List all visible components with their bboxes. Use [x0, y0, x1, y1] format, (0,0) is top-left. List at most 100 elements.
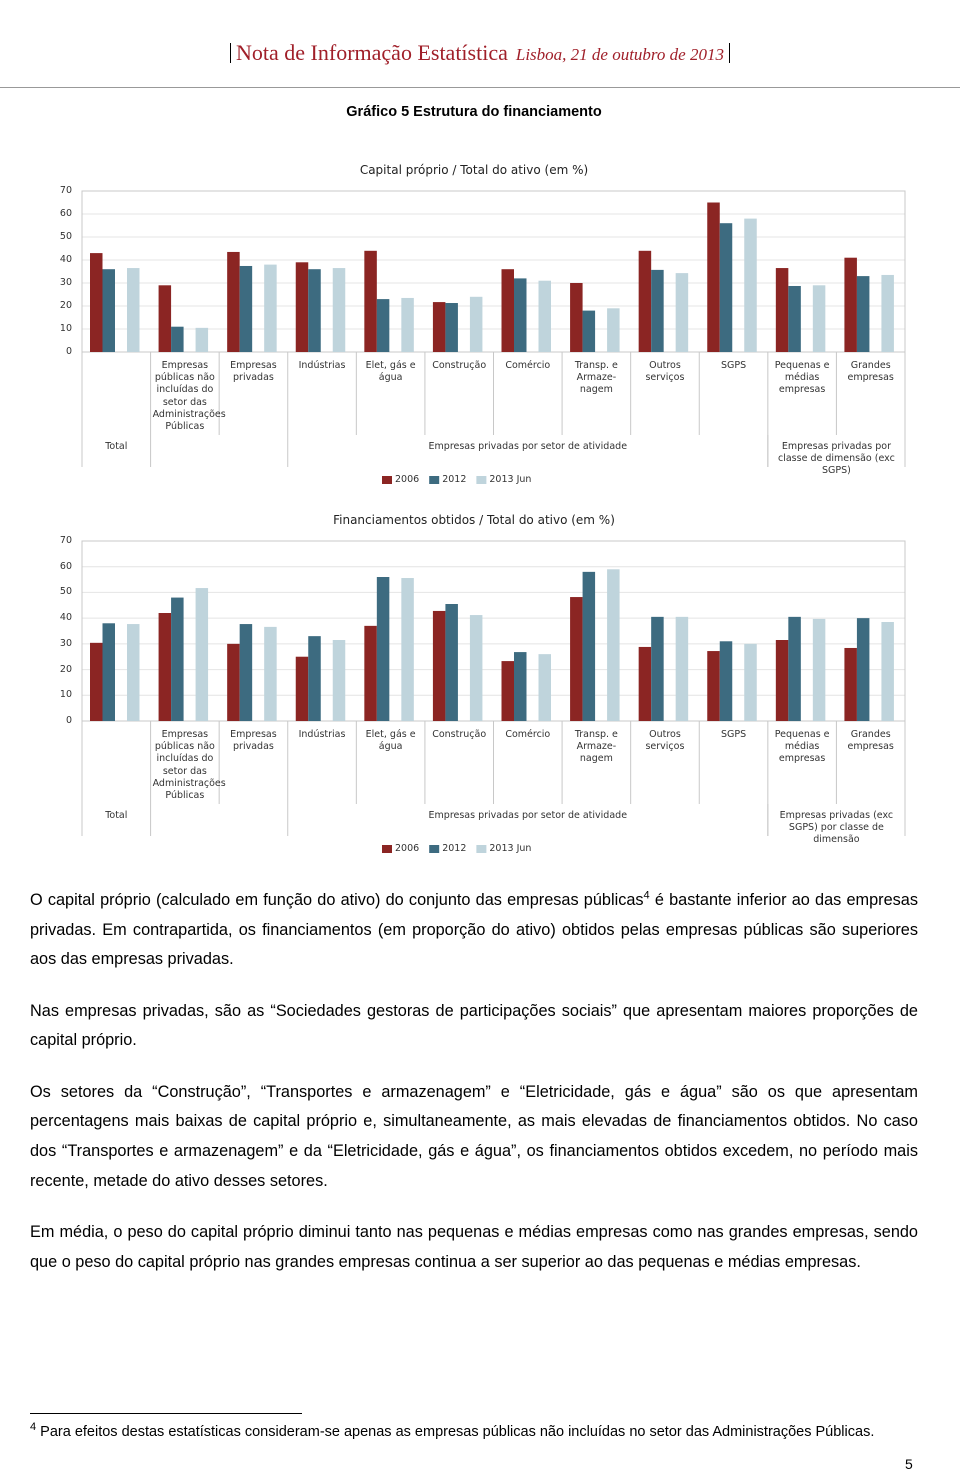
- figure-title: Gráfico 5 Estrutura do financiamento: [346, 104, 602, 120]
- y-tick-label: 40: [59, 254, 72, 265]
- x-tick-label: SGPS: [720, 729, 747, 740]
- group-label: Empresas privadas por classe de dimensão…: [778, 441, 895, 477]
- bar: [264, 626, 277, 721]
- legend-label: 2006: [395, 843, 420, 854]
- bar: [469, 296, 483, 352]
- bar: [538, 654, 551, 721]
- bar: [501, 661, 514, 721]
- bar: [775, 640, 789, 721]
- group-label: Empresas privadas (exc SGPS) por classe …: [779, 810, 894, 846]
- bar: [812, 618, 826, 721]
- bar: [227, 643, 240, 721]
- bar: [445, 303, 458, 352]
- x-tick-label: Indústrias: [298, 360, 346, 371]
- chart-title: Capital próprio / Total do ativo (em %): [359, 163, 589, 177]
- footnote: 4 Para efeitos destas estatísticas consi…: [30, 1422, 875, 1440]
- x-tick-label: Construção: [432, 360, 487, 371]
- bar: [775, 268, 789, 352]
- bar: [127, 268, 140, 352]
- bar: [501, 269, 514, 352]
- legend-label: 2012: [442, 474, 467, 485]
- group-label: Total: [105, 441, 128, 452]
- legend-label: 2006: [395, 474, 420, 485]
- bar: [102, 623, 115, 721]
- bar: [401, 297, 414, 352]
- bar: [158, 613, 172, 721]
- bar: [364, 625, 377, 721]
- bar: [881, 622, 894, 721]
- bar: [856, 276, 870, 352]
- legend-swatch: [429, 845, 440, 853]
- y-tick-label: 0: [65, 715, 72, 726]
- bar: [295, 262, 309, 352]
- x-tick-label: Grandes empresas: [847, 360, 894, 384]
- chart-svg: [81, 190, 906, 484]
- bar: [195, 588, 209, 721]
- bar: [719, 223, 733, 352]
- x-tick-label: Elet, gás e água: [365, 360, 416, 384]
- bar: [744, 643, 757, 721]
- bar: [844, 257, 857, 352]
- bar: [264, 264, 277, 352]
- bar: [719, 641, 733, 721]
- legend-swatch: [476, 476, 487, 484]
- bar: [308, 269, 321, 352]
- x-tick-label: Comércio: [505, 729, 551, 740]
- chart-svg: [81, 540, 906, 853]
- y-tick-label: 20: [59, 300, 72, 311]
- bar: [445, 604, 458, 721]
- bar: [158, 285, 172, 352]
- bar: [707, 651, 720, 721]
- x-tick-label: Empresas privadas: [230, 729, 277, 753]
- footnote-rule: [30, 1413, 302, 1414]
- paragraph: Os setores da “Construção”, “Transportes…: [30, 1082, 918, 1190]
- y-tick-label: 50: [59, 586, 72, 598]
- bar: [538, 280, 551, 352]
- y-tick-label: 20: [59, 663, 72, 675]
- y-tick-label: 50: [59, 231, 72, 242]
- bar: [881, 274, 894, 352]
- bar: [332, 268, 346, 352]
- bar: [308, 636, 321, 721]
- text: é bastante inferior ao das empresas priv…: [30, 891, 918, 969]
- legend-label: 2013 Jun: [489, 843, 532, 854]
- bar: [582, 310, 596, 352]
- y-tick-label: 0: [65, 346, 72, 357]
- bar: [90, 253, 103, 352]
- y-tick-label: 10: [59, 689, 72, 701]
- bar: [638, 250, 652, 352]
- bar: [376, 299, 390, 352]
- bar: [239, 624, 253, 721]
- x-tick-label: Comércio: [505, 360, 551, 371]
- bar: [469, 615, 483, 721]
- x-tick-label: Outros serviços: [645, 729, 685, 753]
- x-tick-label: Empresas públicas não incluídas do setor…: [152, 729, 226, 802]
- bar: [90, 642, 103, 721]
- chart: Financiamentos obtidos / Total do ativo …: [0, 510, 960, 860]
- y-tick-label: 40: [59, 612, 72, 624]
- legend-swatch: [476, 845, 487, 853]
- page-number: 5: [905, 1456, 913, 1472]
- x-tick-label: Indústrias: [298, 729, 346, 740]
- legend-swatch: [382, 845, 392, 853]
- bar: [856, 618, 870, 721]
- legend-swatch: [429, 476, 440, 484]
- bar: [227, 251, 240, 352]
- group-label: Empresas privadas por setor de atividade: [428, 441, 628, 452]
- x-tick-label: Grandes empresas: [847, 729, 894, 753]
- x-tick-label: Elet, gás e água: [365, 729, 416, 753]
- bar: [651, 616, 664, 721]
- bar: [788, 285, 801, 352]
- x-tick-label: Transp. e Armaze-nagem: [574, 729, 618, 765]
- paragraph: O capital próprio (calculado em função d…: [30, 886, 918, 975]
- y-tick-label: 60: [59, 208, 72, 219]
- bar: [788, 616, 801, 721]
- x-tick-label: Construção: [432, 729, 487, 740]
- bar: [332, 640, 346, 721]
- y-tick-label: 30: [59, 277, 72, 288]
- bar: [675, 616, 689, 721]
- bar: [812, 285, 826, 352]
- paragraph: Nas empresas privadas, são as “Sociedade…: [30, 1001, 918, 1050]
- footnote-text: Para efeitos destas estatísticas conside…: [40, 1424, 875, 1440]
